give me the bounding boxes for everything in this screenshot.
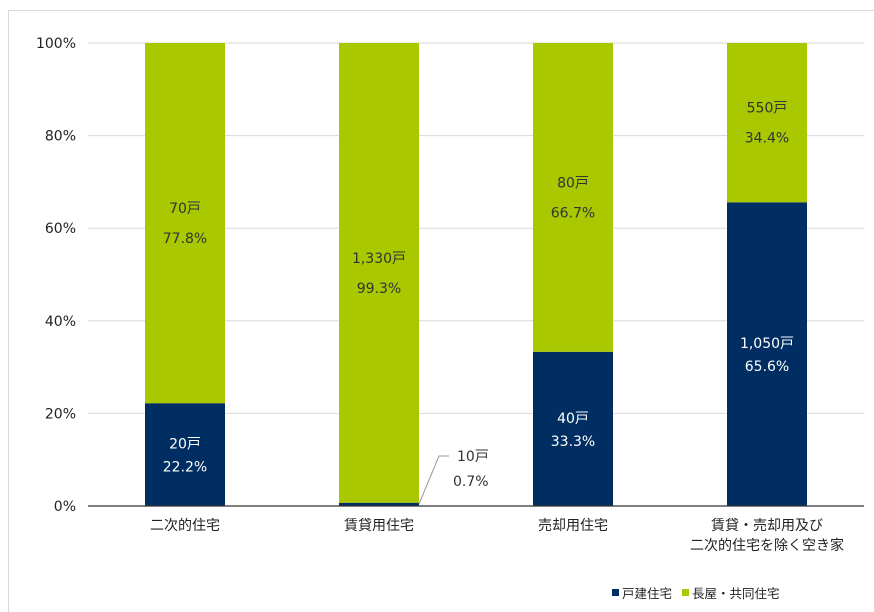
data-label-percent: 99.3% bbox=[357, 281, 401, 297]
y-tick-label: 20% bbox=[45, 406, 76, 422]
data-label-percent: 77.8% bbox=[163, 231, 207, 247]
data-label-count: 20戸 bbox=[169, 437, 201, 453]
bar-segment-detached bbox=[727, 202, 807, 506]
x-tick-label: 賃貸・売却用及び bbox=[711, 518, 823, 534]
legend-swatch-apartment bbox=[682, 589, 690, 596]
data-label-count: 40戸 bbox=[557, 411, 589, 427]
x-tick-label: 売却用住宅 bbox=[538, 518, 608, 534]
legend-label-apartment: 長屋・共同住宅 bbox=[692, 586, 780, 601]
legend: 戸建住宅 長屋・共同住宅 bbox=[612, 583, 780, 602]
bar-segment-apartment bbox=[727, 43, 807, 203]
bar-segment-detached bbox=[145, 403, 225, 506]
legend-item-detached: 戸建住宅 bbox=[612, 583, 672, 602]
y-tick-label: 80% bbox=[45, 129, 76, 145]
legend-item-apartment: 長屋・共同住宅 bbox=[682, 583, 780, 602]
data-label-count: 1,050戸 bbox=[740, 336, 794, 352]
data-label-percent: 0.7% bbox=[453, 474, 489, 490]
chart-frame bbox=[8, 10, 874, 612]
y-tick-label: 60% bbox=[45, 221, 76, 237]
data-label-count: 80戸 bbox=[557, 175, 589, 191]
data-label-percent: 34.4% bbox=[745, 131, 789, 147]
data-label-count: 550戸 bbox=[747, 101, 788, 117]
x-tick-label: 賃貸用住宅 bbox=[344, 518, 414, 534]
data-label-count: 70戸 bbox=[169, 201, 201, 217]
bar-segment-detached bbox=[339, 502, 419, 506]
data-label-count: 10戸 bbox=[457, 449, 489, 465]
x-tick-label: 二次的住宅 bbox=[150, 518, 220, 534]
y-tick-label: 100% bbox=[36, 36, 76, 52]
data-label-percent: 66.7% bbox=[551, 205, 595, 221]
bar-segment-apartment bbox=[339, 43, 419, 503]
bar-segment-apartment bbox=[533, 43, 613, 352]
legend-label-detached: 戸建住宅 bbox=[622, 586, 673, 601]
x-tick-label: 二次的住宅を除く空き家 bbox=[690, 537, 844, 554]
y-tick-label: 0% bbox=[54, 499, 76, 515]
data-label-percent: 33.3% bbox=[551, 434, 595, 450]
callout-leader bbox=[418, 455, 449, 505]
y-tick-label: 40% bbox=[45, 314, 76, 330]
bar-segment-apartment bbox=[145, 43, 225, 404]
legend-swatch-detached bbox=[612, 589, 619, 596]
data-label-percent: 22.2% bbox=[163, 460, 207, 476]
data-label-percent: 65.6% bbox=[745, 359, 789, 375]
data-label-count: 1,330戸 bbox=[352, 251, 406, 267]
bar-segment-detached bbox=[533, 351, 613, 506]
